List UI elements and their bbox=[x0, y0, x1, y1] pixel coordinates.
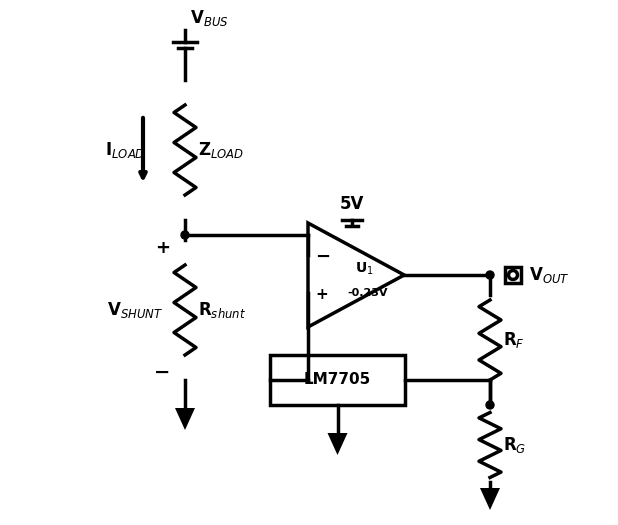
Text: I$_{LOAD}$: I$_{LOAD}$ bbox=[105, 140, 145, 160]
Text: +: + bbox=[155, 239, 170, 257]
Circle shape bbox=[181, 231, 189, 239]
Text: −: − bbox=[154, 362, 170, 382]
Text: −: − bbox=[315, 248, 330, 266]
Text: R$_G$: R$_G$ bbox=[503, 435, 527, 455]
Polygon shape bbox=[308, 223, 404, 327]
Circle shape bbox=[486, 401, 494, 409]
Text: -0.23V: -0.23V bbox=[348, 288, 388, 298]
Text: Z$_{LOAD}$: Z$_{LOAD}$ bbox=[198, 140, 244, 160]
Text: V$_{BUS}$: V$_{BUS}$ bbox=[190, 8, 229, 28]
Text: R$_{shunt}$: R$_{shunt}$ bbox=[198, 300, 246, 320]
Polygon shape bbox=[175, 408, 195, 430]
Text: +: + bbox=[315, 287, 328, 302]
Text: V$_{OUT}$: V$_{OUT}$ bbox=[529, 265, 570, 285]
Text: 5V: 5V bbox=[340, 195, 364, 213]
Text: U$_1$: U$_1$ bbox=[355, 261, 373, 277]
Bar bbox=[270, 355, 405, 405]
Polygon shape bbox=[328, 433, 347, 455]
Text: V$_{SHUNT}$: V$_{SHUNT}$ bbox=[107, 300, 163, 320]
Bar bbox=[505, 267, 521, 283]
Polygon shape bbox=[480, 488, 500, 510]
Text: LM7705: LM7705 bbox=[304, 373, 371, 387]
Circle shape bbox=[509, 270, 517, 279]
Text: R$_F$: R$_F$ bbox=[503, 330, 525, 350]
Circle shape bbox=[486, 271, 494, 279]
